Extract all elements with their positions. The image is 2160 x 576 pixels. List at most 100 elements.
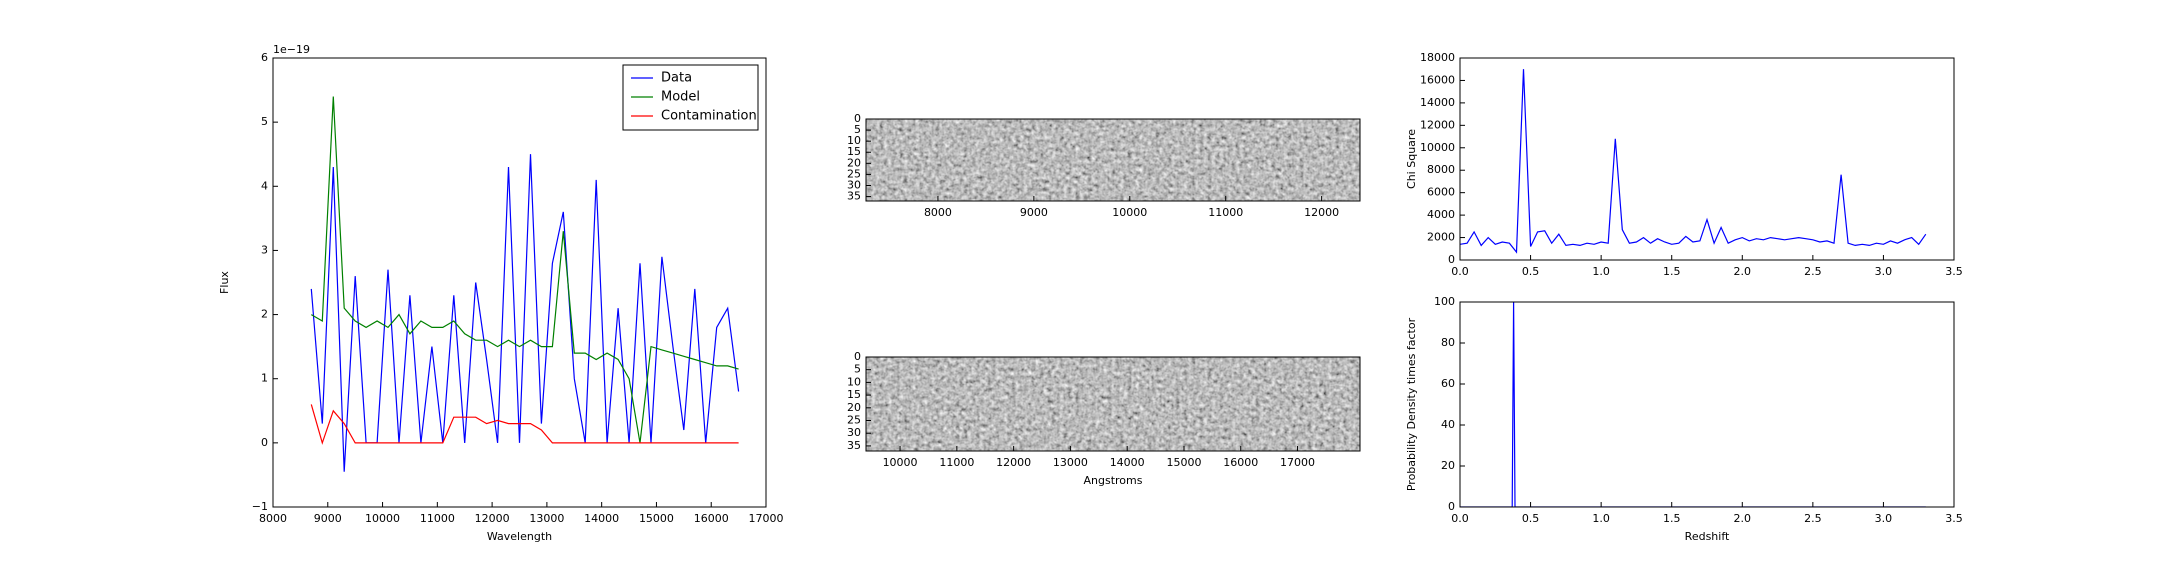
x-tick-label: 12000 bbox=[996, 456, 1031, 469]
y-tick-label: 15 bbox=[847, 145, 861, 158]
y-tick-label: 8000 bbox=[1427, 163, 1455, 176]
x-tick-label: 11000 bbox=[420, 512, 455, 525]
x-tick-label: 2.5 bbox=[1804, 512, 1822, 525]
x-tick-label: 8000 bbox=[259, 512, 287, 525]
y-tick-label: 0 bbox=[854, 350, 861, 363]
x-tick-label: 13000 bbox=[529, 512, 564, 525]
series-line bbox=[310, 96, 739, 444]
x-tick-label: 3.5 bbox=[1945, 512, 1963, 525]
x-tick-label: 17000 bbox=[749, 512, 784, 525]
x-tick-label: 12000 bbox=[475, 512, 510, 525]
axes-frame bbox=[1459, 301, 1955, 508]
y-tick-label: 5 bbox=[261, 115, 268, 128]
x-axis-label: Redshift bbox=[1685, 530, 1730, 543]
x-tick-label: 10000 bbox=[365, 512, 400, 525]
offset-text: 1e−19 bbox=[273, 43, 310, 56]
y-tick-label: −1 bbox=[252, 500, 268, 513]
axes-frame bbox=[272, 57, 767, 508]
x-tick-label: 0.5 bbox=[1522, 265, 1540, 278]
panel: 0.0 0.5 1.0 1.5 2.0 2.5 3.0 3.5 0 2000 4000 6000 800… bbox=[1405, 51, 1963, 278]
x-tick-label: 14000 bbox=[584, 512, 619, 525]
x-axis-label: Wavelength bbox=[487, 530, 552, 543]
y-tick-label: 15 bbox=[847, 388, 861, 401]
y-tick-label: 40 bbox=[1441, 418, 1455, 431]
legend-label: Model bbox=[661, 90, 700, 105]
y-tick-label: 20 bbox=[847, 401, 861, 414]
panel: 0.0 0.5 1.0 1.5 2.0 2.5 3.0 3.5 0 20 40 60 80 100 Reds… bbox=[1405, 295, 1963, 543]
y-tick-label: 14000 bbox=[1420, 96, 1455, 109]
x-tick-label: 2.5 bbox=[1804, 265, 1822, 278]
x-tick-label: 10000 bbox=[883, 456, 918, 469]
y-tick-label: 2000 bbox=[1427, 231, 1455, 244]
x-tick-label: 16000 bbox=[1223, 456, 1258, 469]
y-axis-label: Chi Square bbox=[1405, 129, 1418, 189]
y-tick-label: 18000 bbox=[1420, 51, 1455, 64]
y-tick-label: 10000 bbox=[1420, 141, 1455, 154]
x-tick-label: 12000 bbox=[1304, 206, 1339, 219]
y-tick-label: 30 bbox=[847, 178, 861, 191]
x-tick-label: 14000 bbox=[1110, 456, 1145, 469]
y-tick-label: 12000 bbox=[1420, 118, 1455, 131]
series-line bbox=[1460, 302, 1926, 507]
y-tick-label: 16000 bbox=[1420, 73, 1455, 86]
y-tick-label: 100 bbox=[1434, 295, 1455, 308]
y-tick-label: 4 bbox=[261, 179, 268, 192]
y-tick-label: 5 bbox=[854, 363, 861, 376]
x-tick-label: 1.5 bbox=[1663, 265, 1681, 278]
series-line bbox=[1460, 69, 1927, 254]
y-tick-label: 20 bbox=[1441, 459, 1455, 472]
x-tick-label: 10000 bbox=[1112, 206, 1147, 219]
y-axis-label: Probability Density times factor bbox=[1405, 317, 1418, 491]
panel: 8000 9000 10000 11000 12000 13000 14000 15000 16… bbox=[218, 43, 784, 543]
y-tick-label: 3 bbox=[261, 243, 268, 256]
x-tick-label: 2.0 bbox=[1734, 512, 1752, 525]
y-tick-label: 20 bbox=[847, 156, 861, 169]
series-line bbox=[310, 154, 740, 472]
legend-label: Contamination bbox=[661, 109, 757, 124]
y-tick-label: 2 bbox=[261, 308, 268, 321]
y-tick-label: 10 bbox=[847, 134, 861, 147]
y-tick-label: 6000 bbox=[1427, 186, 1455, 199]
x-tick-label: 16000 bbox=[694, 512, 729, 525]
axes-frame bbox=[865, 356, 1361, 452]
x-tick-label: 3.5 bbox=[1945, 265, 1963, 278]
y-tick-label: 0 bbox=[854, 112, 861, 125]
y-tick-label: 30 bbox=[847, 426, 861, 439]
y-tick-label: 0 bbox=[261, 436, 268, 449]
panel: 10000 11000 12000 13000 14000 15000 16000 17000… bbox=[847, 350, 1361, 487]
y-tick-label: 0 bbox=[1448, 253, 1455, 266]
axes-frame bbox=[865, 118, 1361, 202]
x-tick-label: 2.0 bbox=[1734, 265, 1752, 278]
x-tick-label: 11000 bbox=[939, 456, 974, 469]
x-tick-label: 15000 bbox=[1166, 456, 1201, 469]
x-tick-label: 17000 bbox=[1280, 456, 1315, 469]
x-axis-label: Angstroms bbox=[1084, 474, 1143, 487]
y-tick-label: 1 bbox=[261, 372, 268, 385]
x-tick-label: 9000 bbox=[1020, 206, 1048, 219]
x-tick-label: 0.0 bbox=[1451, 512, 1469, 525]
y-tick-label: 80 bbox=[1441, 336, 1455, 349]
x-tick-label: 0.5 bbox=[1522, 512, 1540, 525]
x-tick-label: 0.0 bbox=[1451, 265, 1469, 278]
y-tick-label: 35 bbox=[847, 190, 861, 203]
x-tick-label: 1.0 bbox=[1592, 512, 1610, 525]
y-tick-label: 6 bbox=[261, 51, 268, 64]
x-tick-label: 3.0 bbox=[1875, 512, 1893, 525]
y-axis-label: Flux bbox=[218, 271, 231, 294]
spectrum-image bbox=[866, 119, 1360, 201]
series-line bbox=[310, 404, 739, 445]
x-tick-label: 11000 bbox=[1208, 206, 1243, 219]
x-tick-label: 9000 bbox=[314, 512, 342, 525]
y-tick-label: 35 bbox=[847, 439, 861, 452]
legend-label: Data bbox=[661, 71, 692, 86]
x-tick-label: 15000 bbox=[639, 512, 674, 525]
x-tick-label: 8000 bbox=[924, 206, 952, 219]
x-tick-label: 3.0 bbox=[1875, 265, 1893, 278]
axes-frame bbox=[1459, 57, 1955, 261]
y-tick-label: 0 bbox=[1448, 500, 1455, 513]
y-tick-label: 25 bbox=[847, 414, 861, 427]
x-tick-label: 1.5 bbox=[1663, 512, 1681, 525]
y-tick-label: 25 bbox=[847, 167, 861, 180]
x-tick-label: 1.0 bbox=[1592, 265, 1610, 278]
x-tick-label: 13000 bbox=[1053, 456, 1088, 469]
